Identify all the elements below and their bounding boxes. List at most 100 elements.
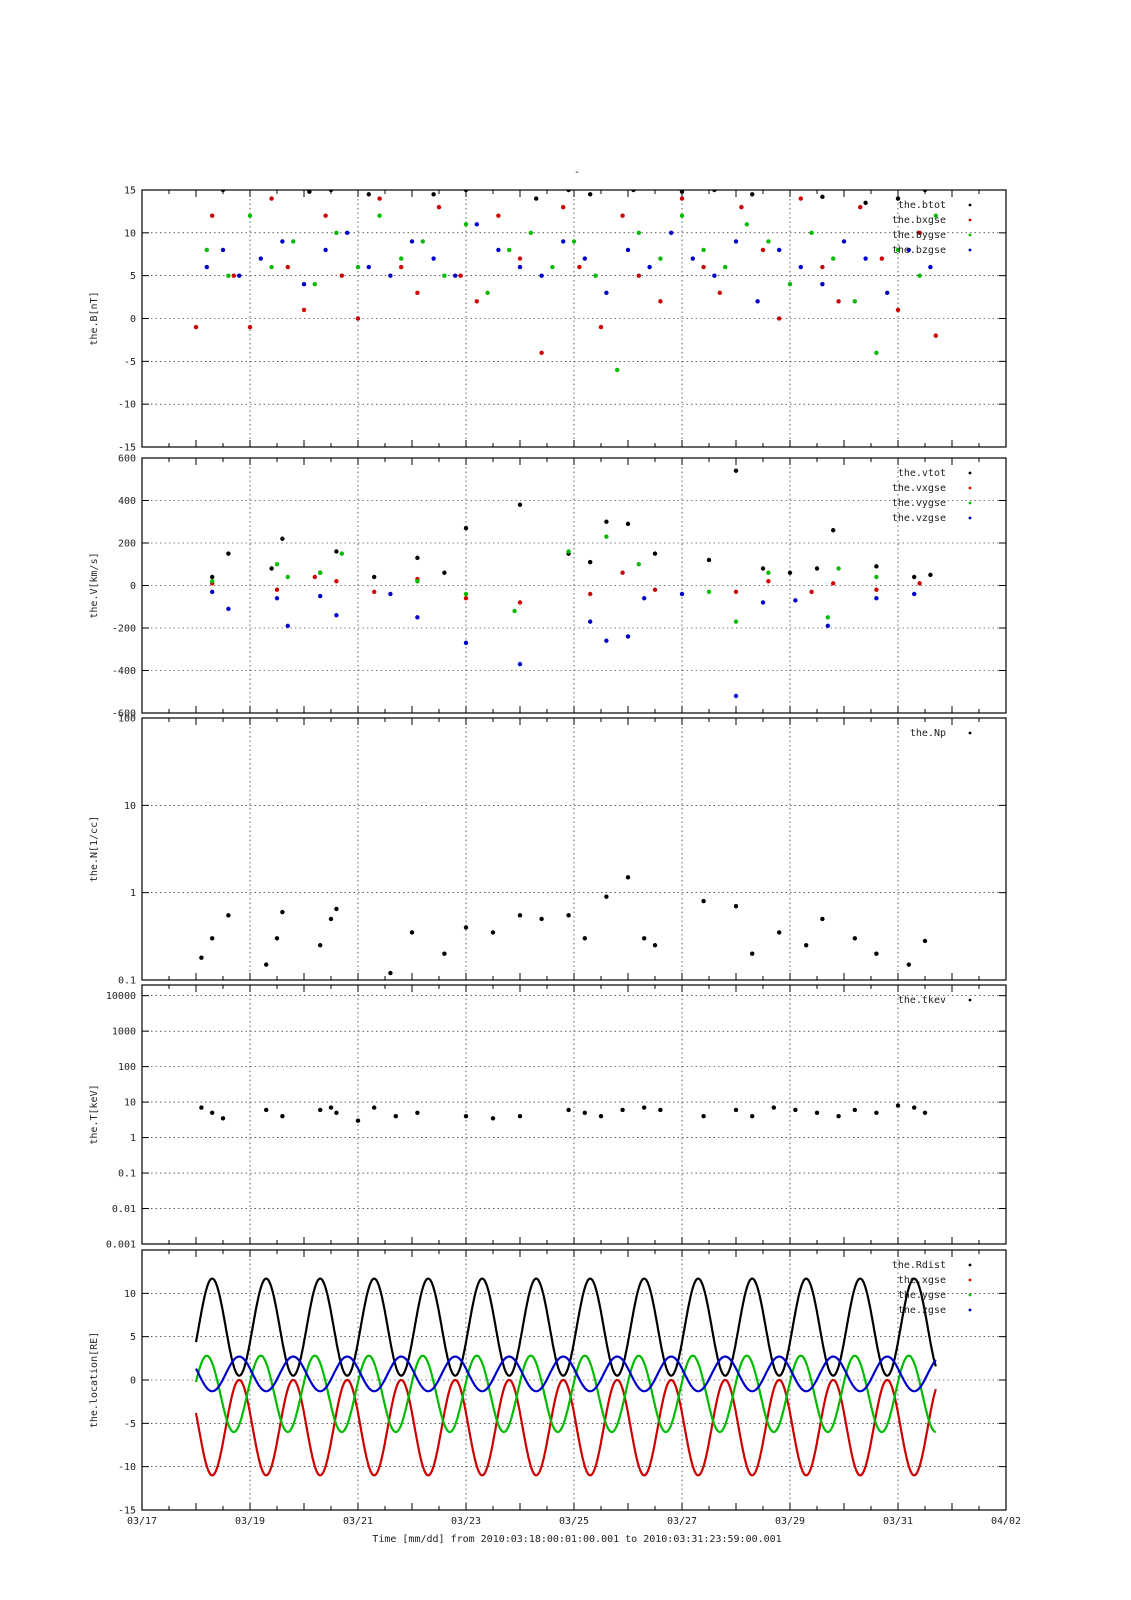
data-point	[798, 264, 803, 270]
data-point	[226, 273, 231, 278]
data-point	[199, 1105, 204, 1110]
data-point	[274, 936, 280, 941]
data-point	[431, 192, 436, 197]
data-point	[733, 1107, 739, 1113]
data-point	[458, 273, 463, 278]
data-point	[642, 1105, 647, 1110]
data-point	[814, 566, 820, 571]
series-the.vxgse	[210, 570, 922, 605]
data-point	[820, 282, 825, 287]
y-tick-label: 0	[130, 581, 136, 592]
data-point	[269, 264, 274, 270]
data-point	[247, 213, 253, 218]
data-point	[739, 204, 744, 210]
x-tick-label: 03/21	[343, 1516, 373, 1527]
data-point	[318, 570, 323, 575]
data-point	[334, 230, 339, 236]
data-point	[517, 600, 523, 605]
panel-T: 0.001 0.01 0.1 1 10 100 1000 10000 the.T[keV] the…	[89, 984, 1007, 1251]
data-point	[874, 574, 879, 580]
data-point	[442, 951, 447, 956]
data-point	[814, 1110, 820, 1115]
legend-label: the.vzgse	[892, 513, 946, 524]
series-the.Np	[199, 875, 928, 976]
plot-frame	[141, 1249, 1007, 1511]
data-point	[809, 589, 814, 595]
legend-marker	[968, 248, 972, 252]
data-point	[318, 1107, 323, 1113]
data-point	[922, 938, 928, 944]
data-point	[733, 619, 739, 624]
data-point	[355, 1118, 361, 1123]
panel-location: -15 -10 -5 0 5 10 the.location[RE] the.Rdist the…	[89, 1249, 1007, 1517]
data-point	[679, 190, 685, 194]
data-point	[841, 239, 847, 244]
data-point	[274, 562, 280, 567]
data-point	[771, 1105, 776, 1110]
x-tick-label: 03/23	[451, 1516, 481, 1527]
y-tick-label: 5	[130, 1332, 136, 1343]
plot-frame	[141, 457, 1007, 714]
data-point	[701, 1114, 706, 1119]
y-tick-label: 10	[124, 1098, 136, 1109]
x-axis-label: Time [mm/dd] from 2010:03:18:00:01:00.00…	[372, 1534, 781, 1545]
data-point	[210, 936, 215, 941]
data-point	[652, 551, 658, 556]
data-point	[733, 239, 739, 244]
data-point	[453, 273, 458, 278]
x-tick-label: 03/29	[775, 1516, 805, 1527]
data-point	[733, 468, 739, 473]
data-point	[204, 264, 209, 270]
data-point	[377, 196, 382, 201]
data-point	[388, 273, 393, 278]
data-point	[210, 1110, 215, 1115]
legend-label: the.bzgse	[892, 245, 946, 256]
series-the.vtot	[210, 468, 933, 580]
data-point	[199, 955, 204, 960]
y-tick-label: 0.1	[118, 976, 136, 987]
series-group	[199, 875, 928, 976]
data-point	[409, 239, 415, 244]
data-point	[588, 591, 593, 597]
data-point	[760, 566, 766, 571]
y-axis-label: the.B[nT]	[89, 291, 100, 345]
data-point	[269, 566, 274, 571]
x-tick-label: 03/17	[127, 1516, 157, 1527]
data-point	[577, 264, 582, 270]
data-point	[339, 551, 344, 556]
y-tick-label: -5	[124, 357, 136, 368]
data-point	[598, 324, 604, 330]
data-point	[204, 247, 209, 253]
data-point	[652, 943, 658, 948]
data-point	[312, 282, 317, 287]
data-point	[777, 316, 782, 321]
data-point	[399, 264, 404, 270]
series-the.btot	[220, 190, 928, 206]
y-tick-label: 10	[124, 801, 136, 812]
data-point	[210, 579, 215, 584]
data-point	[669, 230, 674, 236]
data-point	[582, 256, 587, 261]
data-point	[933, 213, 938, 218]
y-tick-label: 1000	[112, 1027, 136, 1038]
data-point	[598, 1114, 604, 1119]
data-point	[874, 587, 879, 592]
data-point	[539, 350, 544, 355]
y-tick-label: 10	[124, 228, 136, 239]
data-point	[604, 519, 609, 524]
data-point	[463, 222, 469, 227]
data-point	[620, 570, 625, 575]
data-point	[863, 200, 868, 206]
y-tick-label: 0	[130, 1376, 136, 1387]
data-point	[550, 264, 555, 270]
data-point	[750, 1114, 755, 1119]
data-point	[463, 596, 469, 601]
legend-marker	[968, 1263, 972, 1267]
data-point	[787, 570, 793, 575]
y-tick-label: 0.1	[118, 1169, 136, 1180]
legend-label: the.zgse	[898, 1305, 946, 1316]
data-point	[852, 299, 857, 304]
data-point	[420, 239, 425, 244]
data-point	[798, 196, 803, 201]
data-point	[658, 299, 663, 304]
